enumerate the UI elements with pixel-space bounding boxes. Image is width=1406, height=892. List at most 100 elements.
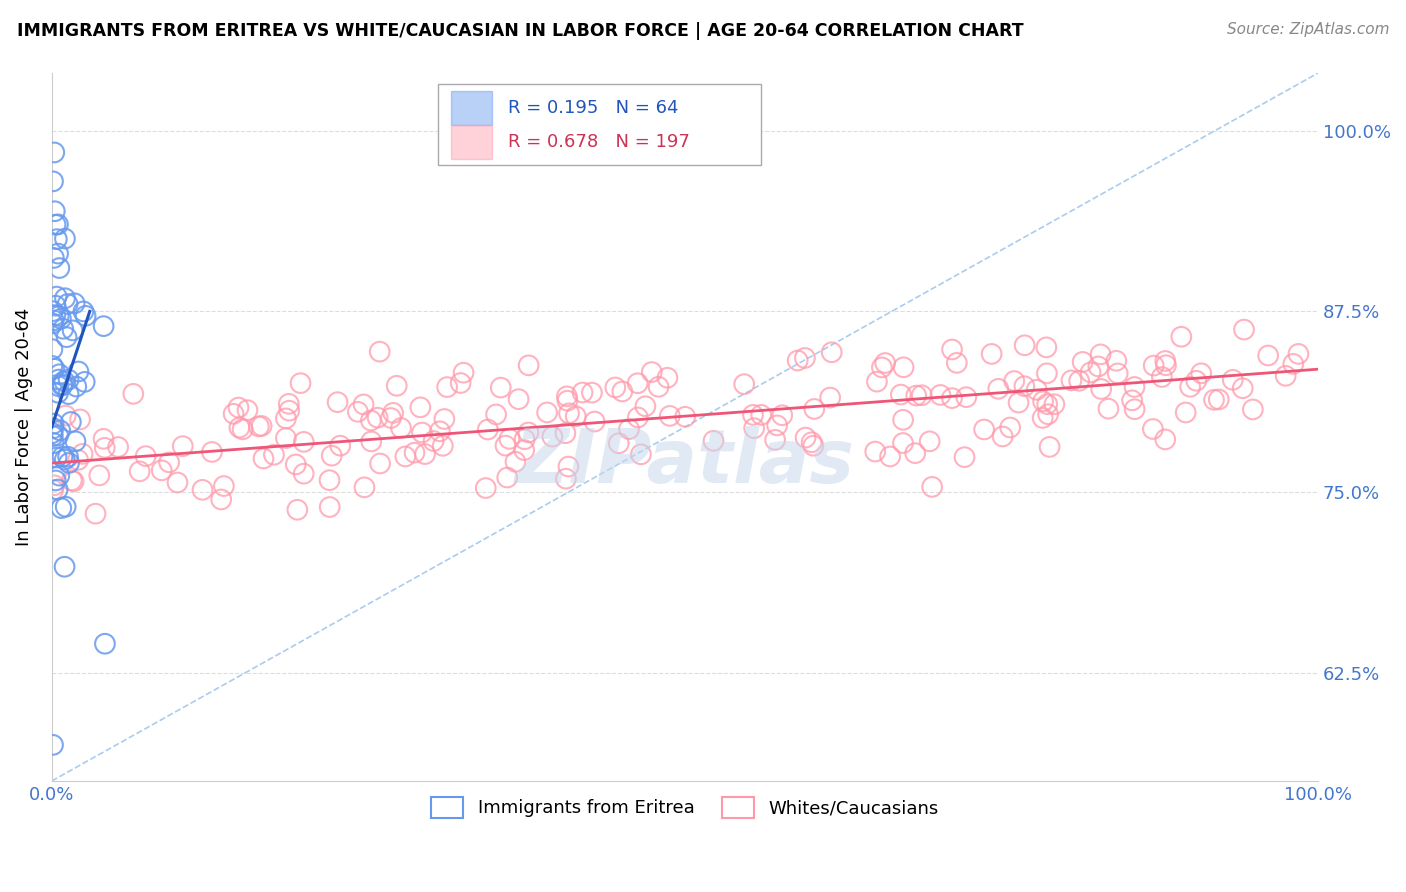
Point — [929, 388, 952, 402]
Point — [46, 428, 69, 442]
Point — [53, 559, 76, 574]
Point — [42, 738, 65, 752]
Point — [318, 500, 340, 514]
Point — [347, 405, 370, 419]
Point — [1185, 374, 1208, 388]
Point — [565, 409, 588, 424]
Point — [1241, 402, 1264, 417]
Point — [870, 360, 893, 375]
Point — [612, 384, 634, 399]
Point — [236, 403, 259, 417]
Point — [891, 436, 914, 450]
Point — [42, 313, 65, 327]
Point — [290, 376, 312, 391]
Point — [1286, 347, 1309, 361]
Point — [555, 389, 578, 403]
Point — [647, 380, 669, 394]
Point — [48, 373, 70, 387]
FancyBboxPatch shape — [439, 84, 761, 165]
Point — [353, 397, 375, 411]
Point — [517, 425, 540, 440]
Point — [67, 364, 90, 378]
Text: IMMIGRANTS FROM ERITREA VS WHITE/CAUCASIAN IN LABOR FORCE | AGE 20-64 CORRELATIO: IMMIGRANTS FROM ERITREA VS WHITE/CAUCASI… — [17, 22, 1024, 40]
Point — [1105, 353, 1128, 368]
Point — [941, 343, 963, 357]
Point — [44, 361, 66, 376]
Point — [51, 378, 73, 392]
Point — [879, 450, 901, 464]
Point — [55, 500, 77, 514]
Point — [42, 304, 65, 318]
Y-axis label: In Labor Force | Age 20-64: In Labor Force | Age 20-64 — [15, 308, 32, 546]
Legend: Immigrants from Eritrea, Whites/Caucasians: Immigrants from Eritrea, Whites/Caucasia… — [423, 789, 946, 825]
Point — [263, 448, 285, 462]
Point — [166, 475, 188, 490]
Point — [794, 431, 817, 445]
Point — [69, 412, 91, 426]
Point — [1208, 392, 1230, 407]
Point — [41, 426, 63, 441]
Point — [617, 422, 640, 436]
Point — [45, 218, 67, 232]
Point — [48, 368, 70, 382]
Point — [571, 385, 593, 400]
Point — [292, 434, 315, 449]
Point — [56, 450, 79, 464]
Point — [627, 376, 650, 391]
Point — [329, 439, 352, 453]
Point — [53, 452, 76, 467]
Point — [285, 502, 308, 516]
Point — [863, 444, 886, 458]
Point — [803, 401, 825, 416]
Point — [630, 447, 652, 461]
Point — [42, 251, 65, 265]
Point — [904, 446, 927, 460]
Point — [45, 474, 67, 488]
Text: ZIPatlas: ZIPatlas — [515, 425, 855, 499]
Point — [536, 405, 558, 419]
Point — [1142, 422, 1164, 436]
Point — [1080, 365, 1102, 379]
Point — [893, 360, 915, 375]
Point — [1150, 370, 1173, 384]
Point — [157, 455, 180, 469]
Point — [955, 390, 977, 404]
Point — [911, 388, 934, 402]
Point — [1025, 383, 1047, 397]
Point — [209, 492, 232, 507]
Point — [389, 421, 412, 435]
FancyBboxPatch shape — [451, 126, 492, 160]
Point — [605, 380, 627, 394]
Point — [513, 432, 536, 446]
Point — [51, 450, 73, 464]
Point — [742, 421, 765, 435]
Point — [201, 445, 224, 459]
Point — [489, 381, 512, 395]
Point — [702, 434, 724, 448]
Point — [541, 429, 564, 443]
Point — [801, 439, 824, 453]
Point — [1035, 340, 1057, 354]
Point — [284, 458, 307, 472]
Point — [277, 397, 299, 411]
Point — [1222, 373, 1244, 387]
Point — [107, 440, 129, 454]
Point — [641, 365, 664, 379]
Point — [228, 401, 250, 415]
Point — [93, 441, 115, 455]
Point — [905, 388, 928, 402]
Point — [921, 480, 943, 494]
Point — [1032, 394, 1054, 409]
FancyBboxPatch shape — [451, 91, 492, 126]
Point — [770, 409, 793, 423]
Point — [49, 311, 72, 326]
Point — [411, 425, 433, 440]
Point — [1107, 367, 1129, 381]
Point — [49, 424, 72, 438]
Point — [42, 421, 65, 435]
Point — [554, 426, 576, 441]
Point — [56, 297, 79, 311]
Point — [42, 436, 65, 450]
Point — [505, 455, 527, 469]
Point — [477, 422, 499, 436]
